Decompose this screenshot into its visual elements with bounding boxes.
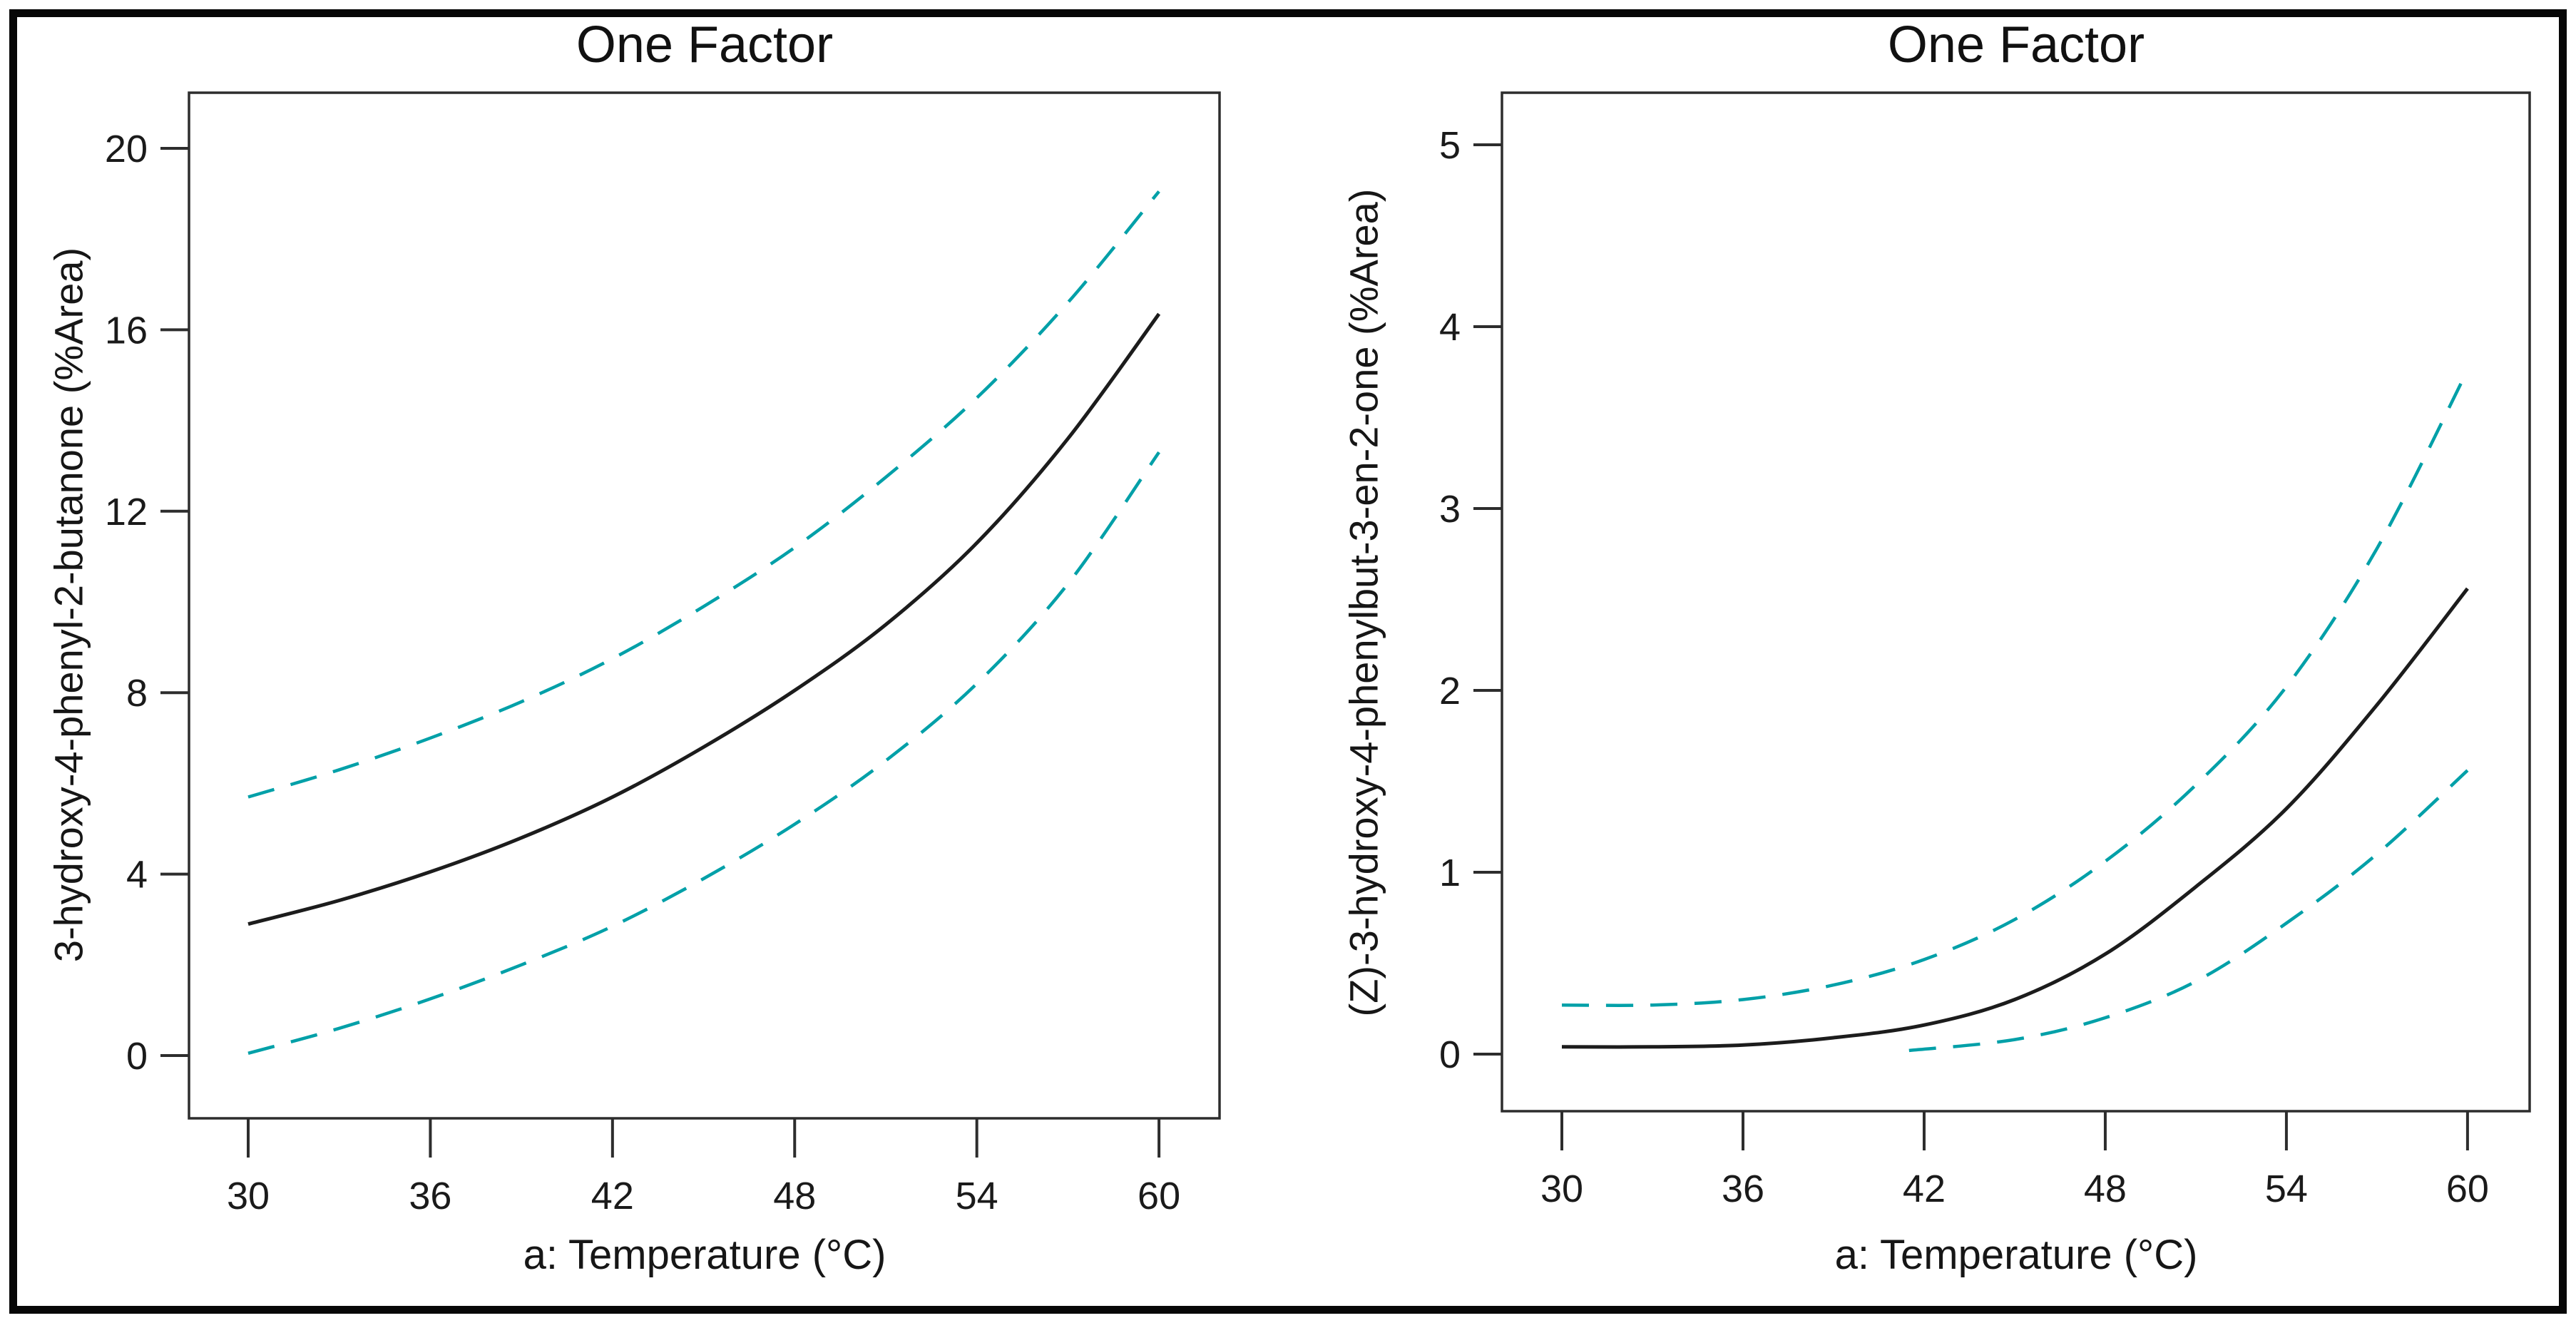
y-tick-label: 1: [1439, 852, 1461, 894]
x-axis-label-left: a: Temperature (°C): [523, 1232, 886, 1278]
figure-frame: [9, 9, 2567, 1314]
x-tick-label: 60: [2446, 1168, 2489, 1210]
x-tick-label: 42: [1903, 1168, 1946, 1210]
chart-title-right: One Factor: [1887, 16, 2145, 73]
x-tick-label: 30: [227, 1175, 270, 1217]
x-tick-label: 36: [409, 1175, 451, 1217]
y-tick-label: 4: [1439, 306, 1461, 349]
ci-lower-curve: [1908, 769, 2469, 1053]
y-axis-label-left: 3-hydroxy-4-phenyl-2-butanone (%Area): [46, 247, 91, 963]
chart-title-left: One Factor: [576, 16, 834, 73]
plot-border: [1501, 91, 2531, 1113]
y-axis-label-right: (Z)-3-hydroxy-4-phenylbut-3-en-2-one (%A…: [1341, 188, 1386, 1017]
ci-upper-curve: [1561, 369, 2469, 1007]
y-tick-label: 3: [1439, 488, 1461, 531]
x-axis-label-right: a: Temperature (°C): [1834, 1232, 2198, 1278]
x-tick-label: 42: [591, 1175, 634, 1217]
mean-curve: [247, 312, 1161, 926]
x-tick-label: 48: [773, 1175, 816, 1217]
y-tick-label: 16: [105, 309, 148, 352]
y-tick-label: 4: [126, 854, 148, 897]
y-tick-label: 0: [1439, 1033, 1461, 1076]
x-tick-label: 48: [2084, 1168, 2127, 1210]
x-tick-label: 60: [1138, 1175, 1180, 1217]
x-tick-label: 54: [2265, 1168, 2308, 1210]
y-tick-label: 5: [1439, 124, 1461, 167]
x-tick-label: 30: [1540, 1168, 1583, 1210]
ci-lower-curve: [247, 451, 1160, 1055]
y-tick-label: 20: [105, 128, 148, 170]
mean-curve: [1561, 587, 2469, 1049]
x-tick-label: 36: [1722, 1168, 1764, 1210]
y-tick-label: 12: [105, 491, 148, 533]
chart-right: 30 36 42 48 54 60 0 1 2 3 4 5: [1439, 91, 2531, 1210]
x-tick-label: 54: [956, 1175, 998, 1217]
plot-border: [188, 91, 1221, 1120]
ci-upper-curve: [247, 190, 1160, 799]
y-tick-label: 2: [1439, 670, 1461, 712]
y-tick-label: 8: [126, 672, 148, 715]
y-tick-label: 0: [126, 1035, 148, 1078]
